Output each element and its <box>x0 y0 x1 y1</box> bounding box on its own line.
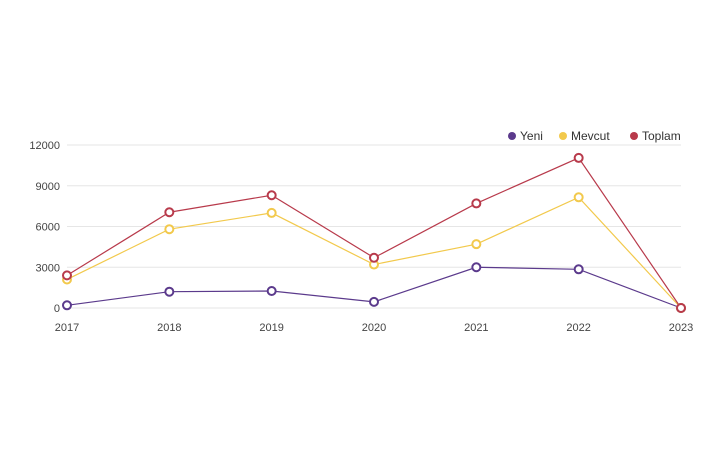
x-tick-label: 2019 <box>259 322 283 334</box>
y-tick-label: 6000 <box>36 222 60 234</box>
data-point-mevcut[interactable] <box>471 239 482 250</box>
legend-label: Mevcut <box>571 129 610 143</box>
legend-marker <box>559 132 567 140</box>
data-point-yeni[interactable] <box>573 264 584 275</box>
data-point-mevcut[interactable] <box>573 192 584 203</box>
legend-item-yeni[interactable]: Yeni <box>508 129 543 143</box>
grid-lines <box>67 144 681 309</box>
y-tick-label: 12000 <box>29 140 60 152</box>
series-lines <box>66 157 682 309</box>
legend-item-toplam[interactable]: Toplam <box>630 129 681 143</box>
data-point-toplam[interactable] <box>62 270 72 281</box>
y-tick-label: 3000 <box>36 262 60 274</box>
data-point-yeni[interactable] <box>164 286 175 297</box>
series-line-toplam <box>66 157 682 309</box>
legend-marker <box>508 132 516 140</box>
x-tick-label: 2023 <box>669 322 693 334</box>
y-tick-label: 9000 <box>36 181 60 193</box>
legend-marker <box>630 132 638 140</box>
data-point-toplam[interactable] <box>676 303 686 313</box>
x-tick-label: 2022 <box>566 322 590 334</box>
series-points <box>62 152 686 313</box>
x-tick-label: 2018 <box>157 322 181 334</box>
legend: Yeni Mevcut Toplam <box>508 129 681 143</box>
data-point-toplam[interactable] <box>573 152 584 163</box>
x-tick-label: 2020 <box>362 322 386 334</box>
legend-item-mevcut[interactable]: Mevcut <box>559 129 610 143</box>
data-point-toplam[interactable] <box>369 252 379 263</box>
data-point-toplam[interactable] <box>471 198 482 209</box>
data-point-yeni[interactable] <box>266 286 277 297</box>
x-tick-label: 2021 <box>464 322 488 334</box>
data-point-yeni[interactable] <box>369 296 379 307</box>
data-point-yeni[interactable] <box>471 262 482 273</box>
x-tick-label: 2017 <box>55 322 79 334</box>
series-line-mevcut <box>66 196 682 309</box>
data-point-toplam[interactable] <box>164 207 175 218</box>
data-point-mevcut[interactable] <box>164 224 175 235</box>
legend-label: Toplam <box>642 129 681 143</box>
data-point-mevcut[interactable] <box>266 207 277 218</box>
legend-label: Yeni <box>520 129 543 143</box>
y-tick-label: 0 <box>54 303 60 315</box>
y-axis: 0 3000 6000 9000 12000 <box>29 140 60 315</box>
data-point-toplam[interactable] <box>266 190 277 201</box>
data-point-yeni[interactable] <box>62 300 72 311</box>
x-axis: 2017 2018 2019 2020 2021 2022 2023 <box>55 322 693 334</box>
